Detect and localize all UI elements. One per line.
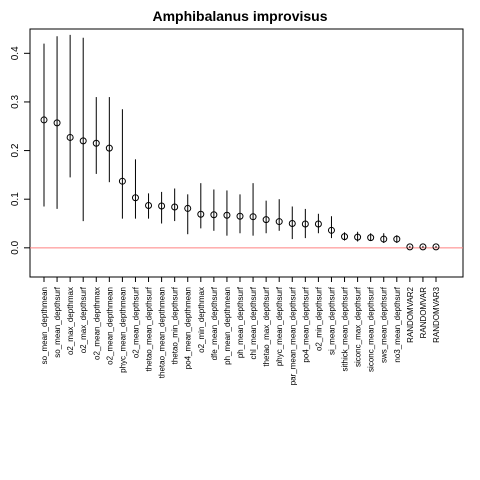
y-tick-label: 0.1 (10, 192, 21, 206)
data-point (288, 220, 296, 228)
data-point (223, 211, 231, 219)
x-tick-label: thetao_max_depthsurf (262, 286, 271, 366)
data-point (367, 234, 375, 242)
data-point (301, 220, 309, 228)
data-point (354, 233, 362, 241)
data-point (314, 220, 322, 228)
x-tick-label: po4_mean_depthmean (184, 287, 193, 369)
x-tick-label: phyc_mean_depthsurf (275, 286, 284, 366)
x-tick-label: thetao_mean_depthsurf (145, 286, 154, 371)
data-point (341, 233, 349, 241)
x-tick-label: siconc_max_depthsurf (354, 286, 363, 367)
x-tick-label: no3_mean_depthsurf (393, 286, 402, 362)
x-tick-label: RANDOMVAR3 (432, 286, 441, 342)
x-tick-label: po4_mean_depthsurf (301, 286, 310, 362)
data-point (171, 203, 179, 211)
plot-frame (29, 28, 464, 278)
data-point (184, 204, 192, 212)
x-tick-label: par_mean_mean_depthsurf (288, 286, 297, 385)
data-point (432, 243, 440, 251)
data-point (105, 144, 113, 152)
data-point (249, 213, 257, 221)
plot-area (29, 28, 464, 278)
x-tick-label: so_mean_depthsurf (53, 286, 62, 357)
x-tick-label: o2_min_depthmax (197, 287, 206, 353)
data-point (118, 177, 126, 185)
x-tick-label: ph_mean_depthmean (223, 287, 232, 365)
data-point (145, 202, 153, 210)
data-point (131, 194, 139, 202)
data-point (380, 235, 388, 243)
x-tick-label: RANDOMVAR (419, 287, 428, 339)
data-point (419, 243, 427, 251)
x-tick-label: si_mean_depthsurf (327, 286, 336, 355)
x-tick-label: o2_mean_depthmean (105, 287, 114, 365)
data-point (197, 210, 205, 218)
data-point (79, 137, 87, 145)
x-tick-label: ph_mean_depthsurf (236, 286, 245, 358)
x-tick-label: o2_mean_depthmax (92, 287, 101, 360)
x-tick-label: thetao_min_depthsurf (171, 286, 180, 364)
x-tick-label: RANDOMVAR2 (406, 286, 415, 342)
x-tick-label: o2_max_depthsurf (79, 286, 88, 353)
data-point (92, 139, 100, 147)
data-point (53, 119, 61, 127)
data-point (66, 133, 74, 141)
data-point (210, 211, 218, 219)
y-tick-label: 0.0 (10, 240, 21, 254)
x-tick-label: sithick_mean_depthsurf (341, 286, 350, 371)
y-tick-label: 0.2 (10, 143, 21, 157)
data-point (262, 216, 270, 224)
x-tick-label: dfe_mean_depthsurf (210, 286, 219, 360)
x-tick-label: o2_max_depthmax (66, 287, 75, 355)
x-tick-label: o2_min_depthsurf (314, 286, 323, 351)
chart-title: Amphibalanus improvisus (152, 8, 327, 24)
data-point (327, 226, 335, 234)
x-tick-label: siconc_mean_depthsurf (367, 286, 376, 372)
y-axis: 0.0 0.1 0.2 0.3 0.4 (10, 46, 30, 255)
data-point (158, 202, 166, 210)
x-tick-label: phyc_mean_depthmean (118, 287, 127, 373)
y-tick-label: 0.3 (10, 95, 21, 109)
data-point (406, 243, 414, 251)
data-point (40, 116, 48, 124)
data-point (236, 212, 244, 220)
x-tick-label: o2_mean_depthsurf (131, 286, 140, 358)
x-axis-labels: so_mean_depthmean so_mean_depthsurf o2_max… (40, 277, 441, 385)
y-tick-label: 0.4 (10, 46, 21, 60)
x-tick-label: chl_mean_depthsurf (249, 286, 258, 359)
x-tick-label: thetao_mean_depthmean (158, 287, 167, 378)
data-point (393, 235, 401, 243)
x-tick-label: so_mean_depthmean (40, 287, 49, 364)
x-tick-label: sws_mean_depthsurf (380, 286, 389, 363)
data-point (275, 218, 283, 226)
